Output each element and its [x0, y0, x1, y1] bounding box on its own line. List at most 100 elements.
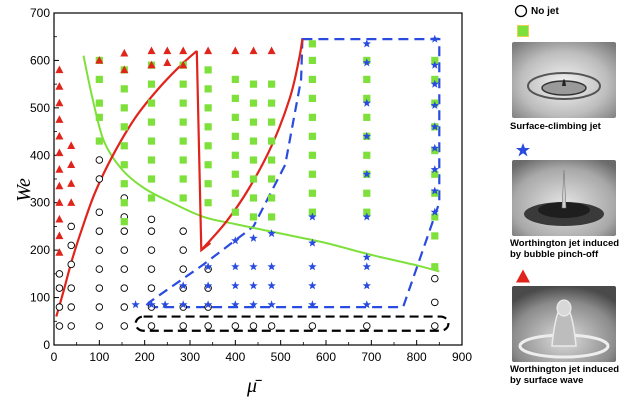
no-jet-point [179, 246, 187, 254]
surface-wave-point [55, 248, 64, 256]
no-jet-point [363, 322, 371, 330]
surface-climbing-point [308, 208, 316, 216]
bubble-pinch-point [249, 262, 258, 271]
surface-climbing-point [431, 189, 439, 197]
x-tick-label: 800 [407, 350, 427, 364]
bubble-pinch-point [249, 233, 258, 242]
bubble-pinch-point [179, 300, 188, 309]
surface-climbing-point [431, 75, 439, 83]
no-jet-point [308, 322, 317, 330]
surface-climbing-point [431, 232, 439, 240]
no-jet-point [147, 265, 156, 273]
surface-climbing-point [204, 199, 212, 207]
bubble-pinch-point [308, 262, 317, 271]
blue-dashed-region [142, 38, 441, 309]
surface-climbing-point [147, 194, 156, 202]
surface-climbing-point [363, 75, 371, 83]
no-jet-point [179, 265, 187, 273]
surface-climbing-point [308, 170, 316, 178]
no-jet-point [95, 156, 104, 164]
surface-climbing-point [204, 161, 212, 169]
surface-climbing-point [120, 218, 128, 226]
no-jet-point [147, 322, 156, 330]
red-vertical [195, 50, 212, 253]
no-jet-point [120, 246, 129, 254]
surface-wave-point [55, 82, 64, 90]
surface-climbing-point [231, 189, 239, 197]
surface-wave-point [267, 46, 276, 55]
bubble-pinch-point [362, 300, 371, 309]
no-jet-point [55, 303, 64, 311]
surface-wave-point [55, 165, 64, 173]
bubble-pinch-point [362, 281, 371, 290]
surface-climbing-point [204, 123, 212, 131]
no-jet-point [67, 322, 75, 330]
no-jet-point [120, 284, 129, 292]
no-jet-point [67, 260, 75, 269]
bubble-pinch-point [362, 252, 371, 261]
surface-climbing-point [363, 208, 371, 216]
surface-climbing-photo [512, 42, 616, 118]
x-tick-label: 300 [180, 350, 200, 364]
surface-wave-point [249, 46, 258, 55]
surface-climbing-point [249, 118, 258, 126]
surface-wave-point [55, 115, 64, 123]
bubble-pinch-point [203, 300, 213, 309]
surface-wave-point [55, 131, 64, 140]
bubble-pinch-point [430, 101, 439, 109]
x-tick-label: 200 [135, 350, 155, 364]
no-jet-point [95, 175, 104, 183]
surface-climbing-point [95, 75, 103, 83]
bubble-pinch-point [267, 281, 276, 290]
bubble-pinch-point [430, 34, 439, 43]
surface-climbing-point [363, 113, 371, 121]
bubble-pinch-point [249, 281, 258, 290]
y-tick-label: 400 [30, 148, 50, 162]
surface-climbing-point [268, 175, 276, 183]
x-axis-title: μ̄ [246, 375, 262, 397]
bubble-pinch-point [430, 207, 439, 216]
no-jet-point [67, 222, 75, 231]
no-jet-point [55, 322, 64, 330]
surface-climbing-point [363, 189, 371, 197]
bubble-pinch-point [203, 281, 213, 290]
open-circle-icon [514, 4, 528, 18]
y-tick-label: 600 [30, 53, 50, 67]
surface-climbing-point [231, 113, 239, 121]
green-square-icon [517, 25, 529, 37]
bubble-pinch-point [430, 143, 439, 152]
surface-climbing-point [95, 113, 103, 121]
no-jet-point [120, 303, 129, 311]
x-tick-label: 400 [225, 350, 245, 364]
red-triangle-icon [516, 269, 530, 283]
surface-climbing-point [249, 194, 258, 202]
surface-climbing-point [147, 175, 156, 183]
surface-wave-photo [512, 286, 616, 362]
no-jet-point [95, 322, 104, 330]
no-jet-point [67, 303, 75, 311]
bubble-pinch-point [362, 98, 371, 107]
surface-wave-point [163, 46, 172, 55]
surface-climbing-point [249, 137, 258, 145]
surface-wave-point [67, 179, 76, 187]
surface-wave-point [120, 65, 129, 74]
no-jet-point [120, 265, 129, 273]
surface-climbing-point [147, 80, 156, 88]
surface-climbing-point [231, 208, 239, 216]
marks [55, 34, 450, 332]
surface-climbing-point [231, 94, 239, 102]
surface-climbing-point [179, 137, 187, 145]
surface-climbing-point [204, 104, 212, 112]
red-curve-left [55, 50, 198, 317]
surface-wave-point [179, 60, 188, 69]
no-jet-point [147, 227, 156, 235]
surface-climbing-point [308, 94, 316, 102]
bubble-pinch-point [249, 300, 258, 309]
axes [53, 12, 463, 346]
bubble-pinch-point [430, 79, 439, 88]
legend-no-jet: No jet [514, 4, 559, 18]
surface-climbing-point [308, 189, 316, 197]
no-jet-point [267, 322, 276, 330]
surface-climbing-point [120, 180, 128, 188]
no-jet-point [147, 215, 156, 224]
